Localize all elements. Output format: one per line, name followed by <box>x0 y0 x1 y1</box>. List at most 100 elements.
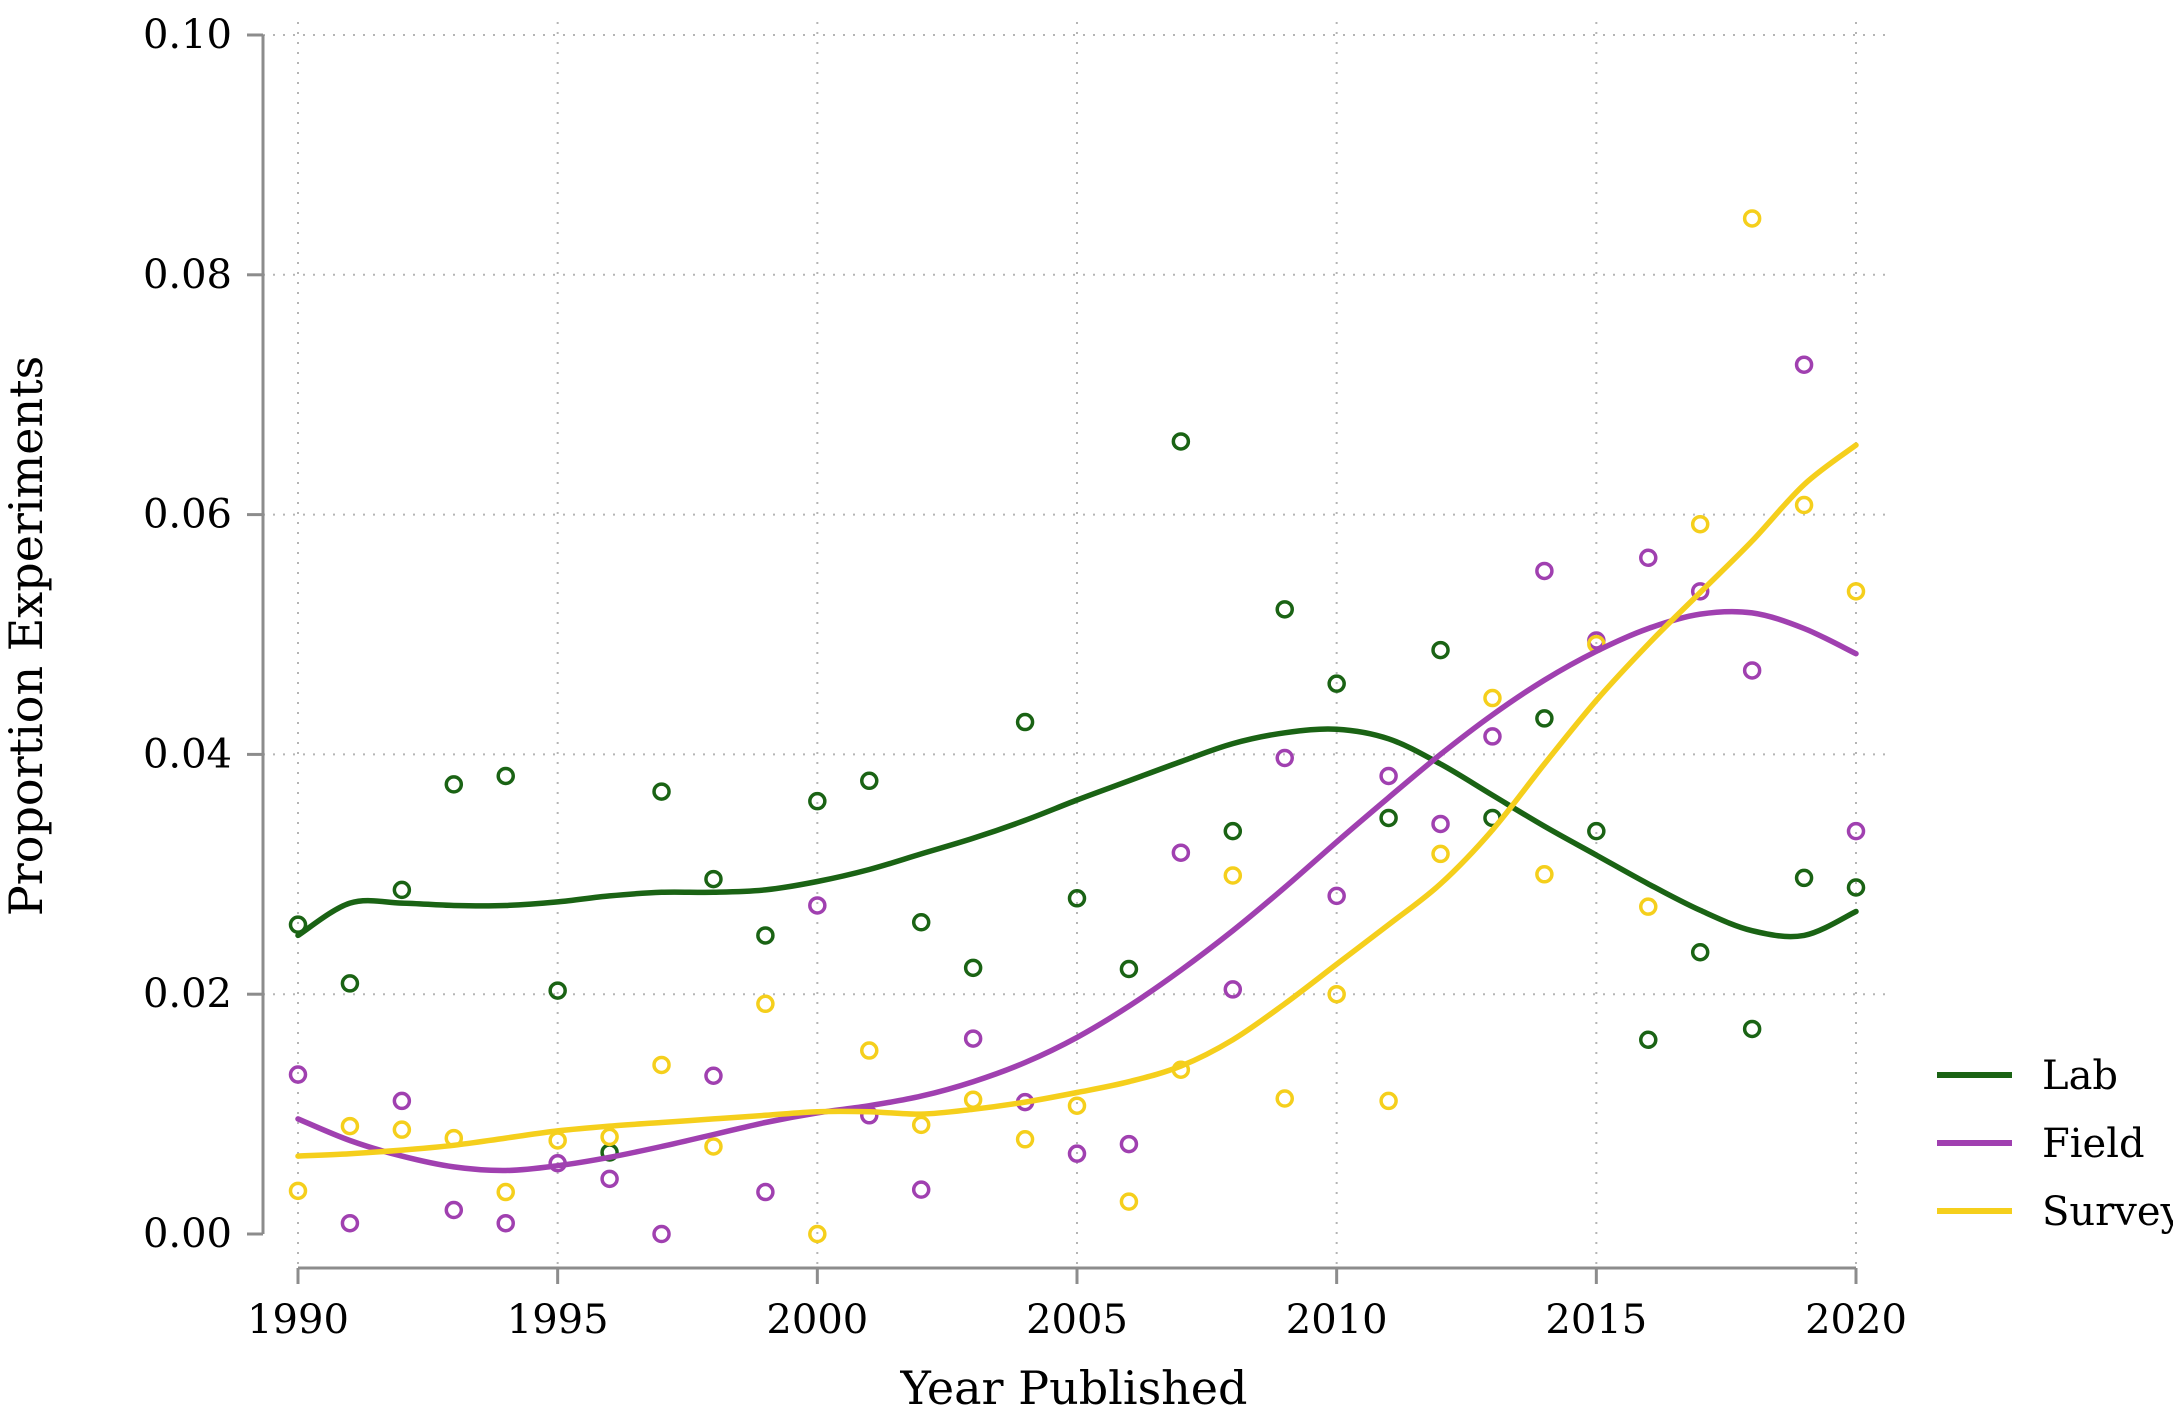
field-point <box>1846 821 1866 841</box>
lab-point <box>548 981 567 1000</box>
lab-point <box>392 880 412 900</box>
field-point <box>600 1169 619 1189</box>
legend: Lab Field Survey <box>1937 1053 2173 1235</box>
y-tick-label: 0.10 <box>143 12 232 58</box>
lab-point <box>652 782 671 801</box>
y-tick-label: 0.00 <box>143 1211 232 1257</box>
x-tick-label: 2015 <box>1545 1297 1647 1343</box>
x-tick-label: 1995 <box>507 1297 609 1343</box>
field-point <box>392 1091 412 1111</box>
lab-point <box>1846 878 1866 897</box>
lab-point <box>1067 889 1087 908</box>
smooth-lines <box>295 442 1859 1174</box>
survey-point <box>392 1120 412 1139</box>
field-point <box>808 896 827 915</box>
legend-label-lab: Lab <box>2042 1053 2118 1099</box>
x-tick-label: 1990 <box>247 1297 349 1343</box>
lab-point <box>1742 1019 1762 1039</box>
lab-point <box>1275 600 1294 619</box>
survey-point <box>1535 865 1554 884</box>
grid <box>263 22 1890 1268</box>
survey-point <box>1327 984 1346 1004</box>
x-axis-title: Year Published <box>900 1361 1248 1415</box>
survey-point <box>756 994 775 1014</box>
y-ticks: 0.00 0.02 0.04 0.06 0.08 0.10 <box>143 12 263 1257</box>
scatter-points <box>288 209 1866 1244</box>
field-point <box>1171 843 1191 862</box>
field-point <box>1535 561 1554 581</box>
survey-point <box>1379 1091 1398 1111</box>
lab-point <box>340 974 360 993</box>
field-point <box>444 1200 464 1220</box>
survey-line <box>295 442 1859 1159</box>
y-tick-label: 0.06 <box>143 492 232 538</box>
survey-point <box>1639 897 1658 916</box>
survey-point <box>963 1090 983 1109</box>
lab-point <box>1223 821 1243 841</box>
survey-point <box>1223 866 1243 885</box>
survey-point <box>548 1131 567 1150</box>
x-tick-label: 2010 <box>1286 1297 1388 1343</box>
survey-point <box>704 1137 723 1156</box>
field-point <box>1275 748 1294 768</box>
lab-point <box>860 771 879 791</box>
field-point <box>756 1182 775 1202</box>
survey-point <box>600 1127 619 1147</box>
lab-point <box>1535 709 1554 728</box>
survey-point <box>1015 1130 1035 1149</box>
survey-point <box>1794 495 1814 515</box>
survey-point <box>1742 209 1762 228</box>
field-point <box>652 1224 671 1244</box>
lab-point <box>1171 432 1191 451</box>
survey-point <box>1431 844 1450 864</box>
x-tick-label: 2000 <box>766 1297 868 1343</box>
survey-point <box>288 1181 308 1201</box>
lab-point <box>1119 959 1139 979</box>
axes <box>261 35 1856 1270</box>
survey-point <box>911 1115 931 1135</box>
x-tick-label: 2005 <box>1026 1297 1128 1343</box>
x-ticks: 1990 1995 2000 2005 2010 2015 2020 <box>247 1268 1907 1343</box>
field-point <box>340 1213 360 1233</box>
field-point <box>911 1180 931 1199</box>
field-line <box>295 608 1859 1174</box>
legend-label-survey: Survey <box>2042 1189 2173 1235</box>
survey-point <box>1483 688 1502 708</box>
survey-point <box>652 1055 671 1075</box>
y-tick-label: 0.08 <box>143 252 232 298</box>
lab-point <box>1587 821 1606 841</box>
lab-point <box>1379 808 1398 828</box>
lab-point <box>1327 674 1346 693</box>
survey-point <box>860 1041 879 1060</box>
lab-point <box>704 869 723 889</box>
field-point <box>1119 1134 1139 1154</box>
lab-point <box>911 913 931 932</box>
field-point <box>704 1066 723 1085</box>
lab-line <box>295 726 1859 940</box>
field-point <box>1431 814 1450 834</box>
lab-point <box>1431 640 1450 660</box>
lab-point <box>756 926 775 945</box>
lab-point <box>1639 1030 1658 1050</box>
legend-label-field: Field <box>2042 1121 2145 1167</box>
field-point <box>1794 355 1814 374</box>
lab-point <box>1690 942 1710 962</box>
y-tick-label: 0.02 <box>143 971 232 1017</box>
survey-point <box>1067 1096 1087 1115</box>
survey-point <box>808 1224 827 1244</box>
field-point <box>1223 980 1243 999</box>
field-point <box>1690 582 1710 601</box>
survey-point <box>1846 582 1866 601</box>
lab-point <box>1794 868 1814 888</box>
lab-point <box>444 775 464 794</box>
survey-point <box>340 1116 360 1136</box>
survey-point <box>1275 1089 1294 1108</box>
field-point <box>288 1065 308 1084</box>
x-tick-label: 2020 <box>1805 1297 1907 1343</box>
lab-point <box>1015 712 1035 732</box>
field-point <box>1639 548 1658 568</box>
survey-point <box>496 1182 515 1202</box>
lab-point <box>496 766 515 786</box>
field-point <box>1379 766 1398 786</box>
